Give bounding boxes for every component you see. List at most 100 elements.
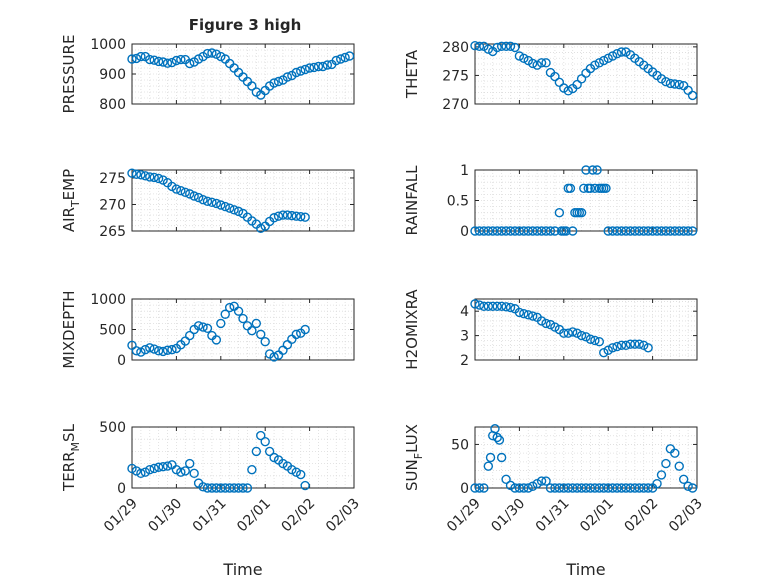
data-point [189,191,199,201]
y-axis-label: H2OMIXRA [403,289,421,370]
data-point [616,226,627,236]
data-point [572,483,582,493]
data-point [233,483,244,493]
data-point [479,483,489,493]
data-point [180,187,190,197]
data-point [579,183,589,194]
data-point [149,344,159,354]
data-point [519,308,529,319]
data-point [674,79,684,90]
subplot-3: 265 270 275 AIRTEMP [60,168,355,240]
data-point [603,483,613,493]
data-point [331,55,341,66]
data-point [501,41,511,51]
y-tick-label: 500 [99,420,126,436]
data-point [590,335,600,346]
data-point [335,54,346,64]
y-tick-label: 50 [451,437,469,453]
data-point [162,58,173,68]
data-point [198,195,208,205]
data-point [528,226,538,236]
x-axis-label: Time [222,560,262,579]
subplot-5: 0 500 1000 MIXDEPTH [60,290,355,369]
data-point [309,62,319,73]
data-point [634,483,644,493]
data-point [572,79,582,90]
x-tick-label: 01/30 [488,496,528,536]
data-point [563,86,573,96]
axes-background [475,427,697,488]
data-point [300,324,310,335]
data-point [603,226,613,236]
data-point [541,476,551,486]
data-point [127,168,137,178]
y-tick-label: 2 [460,353,469,369]
data-point [193,54,204,64]
data-point [505,226,516,236]
data-point [536,476,547,486]
data-point [136,51,146,62]
data-point [176,54,186,65]
figure-title: Figure 3 high [189,16,302,34]
data-point [541,58,551,68]
data-point [639,226,649,236]
data-point [647,226,658,236]
data-point [296,66,306,76]
data-point [687,226,698,236]
y-axis-label: MIXDEPTH [60,290,78,368]
data-point [661,458,671,469]
data-point [505,302,516,313]
data-point [683,481,693,491]
data-point [634,226,644,236]
data-point [224,302,235,313]
data-point [282,72,293,82]
data-point [563,483,573,493]
x-tick-label: 01/31 [190,496,230,536]
data-point [216,483,226,493]
data-point [145,54,155,65]
data-point [603,345,613,355]
data-point [202,323,213,333]
data-point [140,344,151,355]
data-point [162,345,173,355]
data-point [550,226,560,236]
data-point [278,210,288,220]
data-point [229,205,239,215]
data-point [601,183,611,194]
data-point [612,483,622,493]
data-point [202,48,213,59]
data-point [207,483,217,493]
data-point [488,301,498,312]
data-point [470,299,480,309]
y-tick-label: 500 [99,323,126,339]
data-point [247,465,257,475]
data-point [158,461,168,472]
data-point [563,328,573,338]
data-point [665,226,676,236]
data-point [483,301,494,312]
data-point [470,41,480,51]
data-point [167,57,177,68]
data-point [523,226,533,236]
data-point [545,483,556,493]
axes-background [132,170,354,231]
data-point [145,343,155,353]
data-point [162,461,173,471]
data-point [510,483,520,493]
data-point [545,226,556,236]
data-point [158,57,168,67]
data-point [576,483,587,493]
data-point [581,483,591,493]
data-point [572,328,582,338]
data-point [541,318,551,329]
y-axis-label: AIRTEMP [60,169,82,232]
data-point [567,327,578,337]
data-point [216,200,226,210]
data-point [153,173,164,184]
data-point [541,226,551,236]
data-point [483,44,494,54]
y-tick-label: 1000 [90,292,126,308]
data-point [185,58,195,69]
data-point [594,337,605,347]
data-point [171,465,182,475]
